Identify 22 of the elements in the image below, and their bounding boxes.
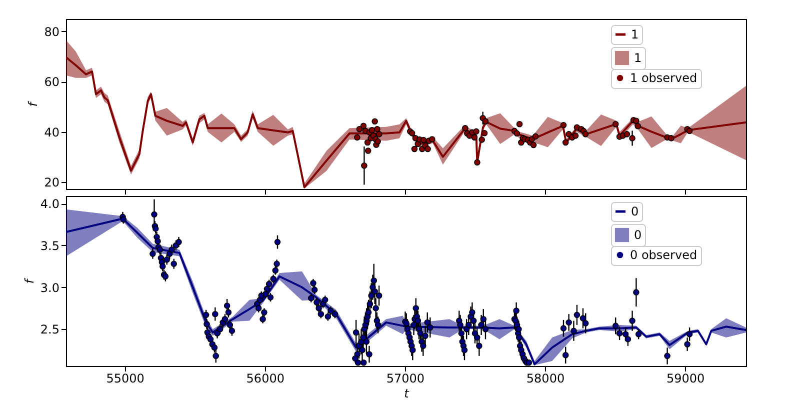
y-tick-label: 4.0 xyxy=(40,197,60,212)
legend-label: 0 observed xyxy=(630,248,698,262)
x-axis-title: t xyxy=(404,386,410,400)
y-axis-title: f xyxy=(26,100,40,107)
legend-label: 1 xyxy=(634,51,642,65)
x-tick-label: 57000 xyxy=(386,372,425,386)
y-tick-label: 3.5 xyxy=(40,238,60,253)
text: 0 xyxy=(631,204,639,218)
x-tick-label: 55000 xyxy=(106,372,144,386)
y-tick-label: 3.0 xyxy=(40,280,60,295)
x-tick-label: 56000 xyxy=(246,372,284,386)
x-tick-label: 58000 xyxy=(526,372,565,386)
legend-label: 0 xyxy=(634,228,642,242)
y-axis-title: f xyxy=(22,278,36,284)
y-tick-label: 2.5 xyxy=(40,322,60,337)
text: 1 xyxy=(631,28,639,42)
y-tick-label: 60 xyxy=(44,75,60,90)
y-tick-label: 20 xyxy=(44,176,60,190)
legend-label: 1 observed xyxy=(630,71,698,85)
y-tick-label: 80 xyxy=(44,24,60,39)
x-tick-label: 59000 xyxy=(666,372,705,386)
y-tick-label: 40 xyxy=(44,125,60,140)
